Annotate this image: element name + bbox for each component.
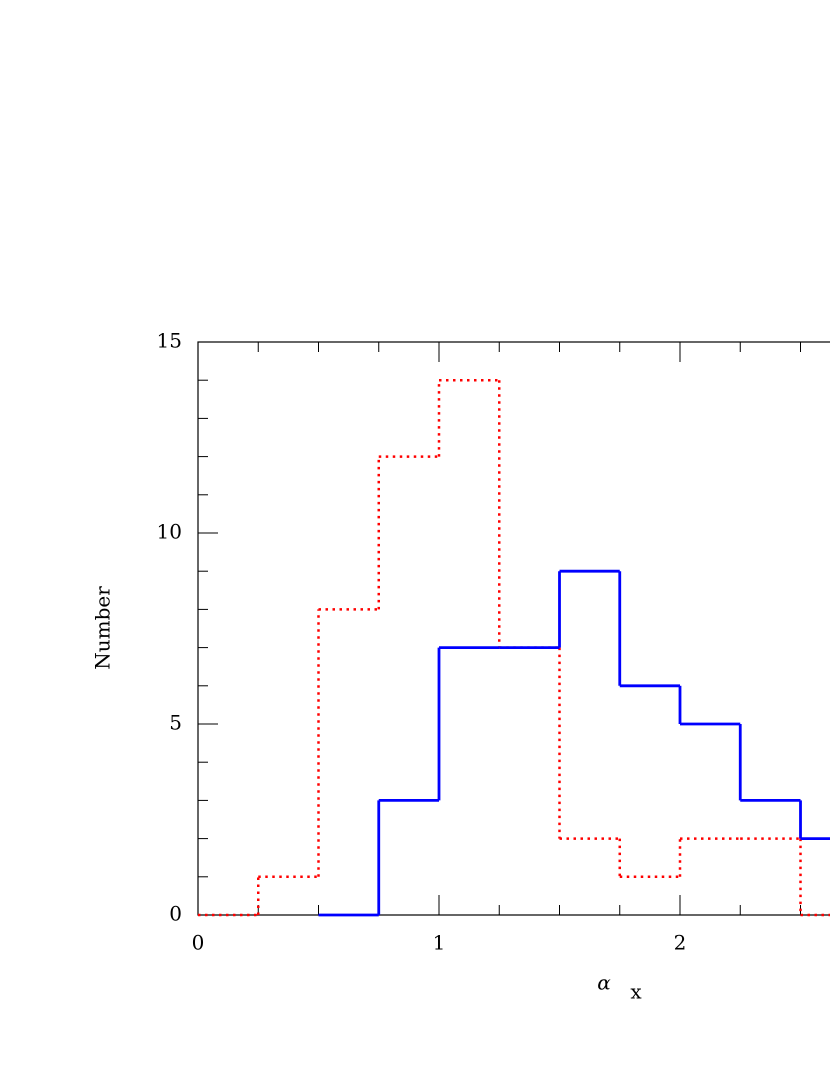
x-tick-label: 2 xyxy=(674,931,687,955)
y-tick-label: 10 xyxy=(157,520,182,544)
plot-frame xyxy=(197,341,830,916)
x-tick-label: 1 xyxy=(433,931,446,955)
y-axis-label: Number xyxy=(91,586,115,670)
y-tick-label: 15 xyxy=(157,329,182,353)
x-axis-label-subscript: x xyxy=(630,980,642,1004)
y-tick-label: 0 xyxy=(169,902,182,926)
y-tick-label: 5 xyxy=(169,711,182,735)
x-axis-label: α xyxy=(597,971,611,995)
x-tick-label: 0 xyxy=(192,931,205,955)
